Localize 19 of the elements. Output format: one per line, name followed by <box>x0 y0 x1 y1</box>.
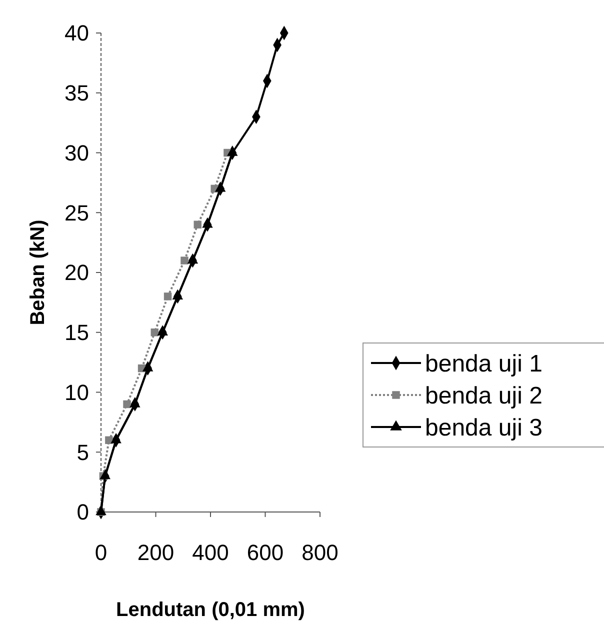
x-tick-label: 800 <box>302 540 338 565</box>
y-tick-label: 0 <box>76 500 89 525</box>
y-tick-label: 5 <box>76 440 89 465</box>
y-tick-label: 40 <box>64 20 89 46</box>
legend-label: benda uji 2 <box>425 382 542 410</box>
legend-label: benda uji 1 <box>425 350 542 378</box>
x-tick-label: 0 <box>94 540 108 565</box>
x-tick-label: 400 <box>192 540 229 565</box>
x-tick-label: 200 <box>137 540 174 565</box>
y-tick-label: 10 <box>64 380 89 405</box>
y-tick-label: 30 <box>64 140 89 166</box>
legend-label: benda uji 3 <box>425 414 542 442</box>
y-axis-title: Beban (kN) <box>27 220 49 326</box>
y-tick-label: 15 <box>64 320 89 346</box>
y-tick-label: 20 <box>64 260 89 286</box>
x-tick-label: 600 <box>246 540 284 565</box>
y-tick-label: 35 <box>64 80 89 106</box>
y-tick-label: 25 <box>64 200 89 226</box>
x-axis-title: Lendutan (0,01 mm) <box>116 599 305 621</box>
